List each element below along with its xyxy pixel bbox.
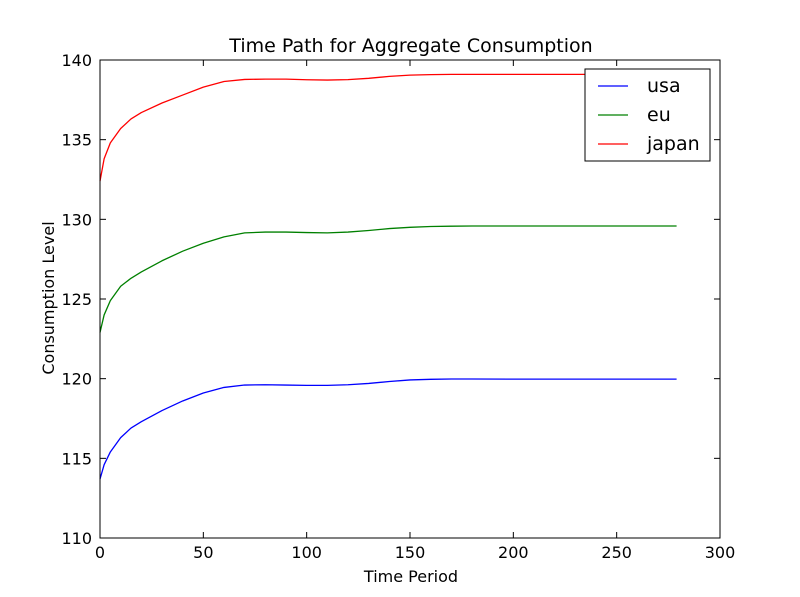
y-tick-label: 140: [61, 51, 92, 70]
y-tick-label: 110: [61, 529, 92, 548]
legend-label-japan: japan: [646, 133, 700, 155]
x-tick-label: 100: [291, 543, 322, 562]
legend: usa eu japan: [584, 68, 711, 162]
x-tick-label: 0: [95, 543, 105, 562]
legend-label-usa: usa: [647, 75, 681, 97]
x-tick-label: 50: [193, 543, 213, 562]
plot-area: 0 50 100 150 200 250 300 110 115 120 125 130 135 140: [61, 51, 735, 562]
x-tick-label: 300: [705, 543, 736, 562]
y-tick-label: 135: [61, 131, 92, 150]
y-tick-label: 125: [61, 290, 92, 309]
chart-title: Time Path for Aggregate Consumption: [228, 35, 592, 57]
y-tick-label: 130: [61, 210, 92, 229]
y-tick-label: 115: [61, 449, 92, 468]
series-line-eu: [99, 225, 677, 333]
x-tick-label: 250: [601, 543, 632, 562]
y-axis-title: Consumption Level: [39, 221, 58, 374]
series-line-japan: [99, 73, 677, 182]
x-axis-title: Time Period: [363, 567, 458, 586]
series-line-usa: [99, 378, 677, 480]
y-tick-label: 120: [61, 370, 92, 389]
x-tick-label: 200: [498, 543, 529, 562]
x-tick-label: 150: [395, 543, 426, 562]
legend-label-eu: eu: [647, 104, 671, 126]
